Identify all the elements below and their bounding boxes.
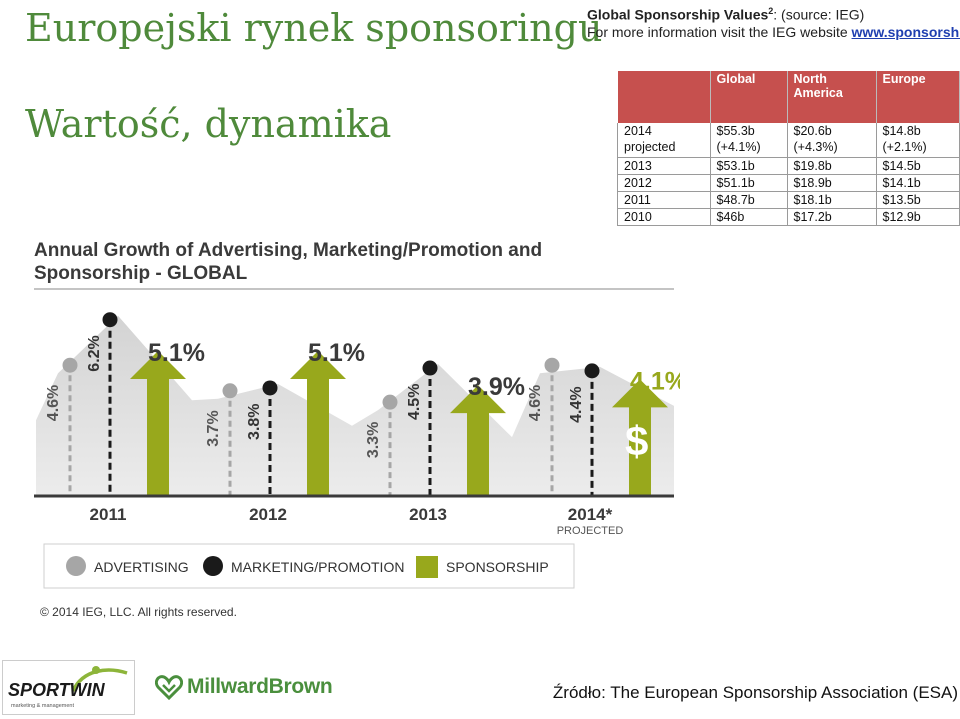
table-cell: $18.9b xyxy=(786,174,877,192)
legend-box xyxy=(43,543,575,589)
chart-svg: Annual Growth of Advertising, Marketing/… xyxy=(34,240,687,619)
table-row: 2014 projected $55.3b (+4.1%) $20.6b (+4.3… xyxy=(617,123,960,158)
table-row: 2012 $51.1b $18.9b $14.1b xyxy=(617,174,960,192)
table-cell: $17.2b xyxy=(786,208,877,226)
table-cell: $18.1b xyxy=(786,191,877,209)
category-sublabel: PROJECTED xyxy=(557,525,624,537)
ieg-table-heading: Global Sponsorship Values2: (source: IEG… xyxy=(587,3,960,43)
ieg-heading-footnote: 2 xyxy=(768,6,774,16)
sportwin-logo: SPORTWIN marketing & management xyxy=(2,660,135,715)
marketing-value-label: 4.5% xyxy=(406,384,423,420)
millwardbrown-heart-icon xyxy=(155,675,183,700)
ieg-website-link[interactable]: www.sponsorship.com xyxy=(851,23,960,40)
advertising-value-label: 3.3% xyxy=(365,422,382,458)
table-cell: $20.6b (+4.3%) xyxy=(786,123,877,158)
sportwin-wordmark: SPORTWIN xyxy=(8,680,106,700)
ieg-heading-text: Global Sponsorship Values xyxy=(587,6,769,23)
advertising-value-label: 4.6% xyxy=(45,385,62,421)
sponsorship-arrow-bar xyxy=(450,385,506,496)
advertising-value-label: 4.6% xyxy=(527,385,544,421)
table-row: 2010 $46b $17.2b $12.9b xyxy=(617,208,960,226)
slide-subtitle: Wartość, dynamika xyxy=(25,102,392,146)
millwardbrown-wordmark: MillwardBrown xyxy=(187,675,333,698)
table-header-cell: North America xyxy=(787,71,877,123)
annual-growth-chart: Annual Growth of Advertising, Marketing/… xyxy=(30,236,687,626)
advertising-point xyxy=(62,357,78,373)
table-header-row: Global North America Europe xyxy=(617,71,960,123)
legend-advertising-label: ADVERTISING xyxy=(94,559,189,575)
advertising-value-label: 3.7% xyxy=(205,410,222,446)
legend-sponsorship-label: SPONSORSHIP xyxy=(446,559,549,575)
chart-title-line-1: Annual Growth of Advertising, Marketing/… xyxy=(34,240,542,261)
table-cell: $51.1b xyxy=(709,174,788,192)
sponsorship-value-label: 4.1% xyxy=(630,367,680,395)
table-cell: $55.3b (+4.1%) xyxy=(709,123,788,158)
sportwin-ball-icon xyxy=(92,666,100,674)
chart-title-line-2: Sponsorship - GLOBAL xyxy=(34,263,248,284)
source-note: Źródło: The European Sponsorship Associa… xyxy=(552,683,958,702)
sponsorship-value-label: 3.9% xyxy=(468,373,525,401)
table-cell: 2013 xyxy=(617,157,711,175)
ieg-info-text: For more information visit the IEG websi… xyxy=(587,23,852,40)
marketing-value-label: 4.4% xyxy=(568,386,585,422)
category-label: 2012 xyxy=(249,505,287,524)
table-cell: $48.7b xyxy=(709,191,788,209)
sponsorship-value-label: 5.1% xyxy=(148,339,205,367)
table-cell: $53.1b xyxy=(709,157,788,175)
category-label: 2014* xyxy=(568,505,613,524)
table-cell: $46b xyxy=(709,208,788,226)
marketing-point xyxy=(584,363,600,379)
table-cell: $12.9b xyxy=(875,208,960,226)
legend-advertising-swatch xyxy=(66,556,86,576)
advertising-point xyxy=(222,383,238,399)
sponsorship-arrow-bar xyxy=(612,379,668,496)
marketing-point xyxy=(422,360,438,376)
sportwin-logo-mark: SPORTWIN marketing & management xyxy=(8,666,128,709)
millwardbrown-logo: MillwardBrown xyxy=(155,674,333,700)
table-cell: $14.8b (+2.1%) xyxy=(875,123,960,158)
legend-marketing-swatch xyxy=(203,556,223,576)
category-label: 2011 xyxy=(90,505,127,524)
legend-sponsorship-swatch xyxy=(416,556,438,578)
table-header-cell: Global xyxy=(710,71,788,123)
table-cell: $14.1b xyxy=(875,174,960,192)
table-cell: $19.8b xyxy=(786,157,877,175)
table-cell: 2011 xyxy=(617,191,711,209)
table-cell: 2010 xyxy=(617,208,711,226)
marketing-value-label: 6.2% xyxy=(86,335,103,371)
table-row: 2013 $53.1b $19.8b $14.5b xyxy=(617,157,960,175)
marketing-point xyxy=(102,312,118,328)
marketing-point xyxy=(262,380,278,396)
dollar-icon: $ xyxy=(625,417,648,464)
table-cell: $13.5b xyxy=(875,191,960,209)
table-cell: 2014 projected xyxy=(617,123,711,158)
advertising-point xyxy=(382,394,398,410)
legend-marketing-label: MARKETING/PROMOTION xyxy=(231,559,404,575)
category-label: 2013 xyxy=(409,505,447,524)
marketing-value-label: 3.8% xyxy=(246,403,263,439)
sponsorship-value-label: 5.1% xyxy=(308,339,365,367)
sponsorship-arrow-bar xyxy=(130,350,186,496)
sponsorship-arrow-bar xyxy=(290,350,346,496)
table-cell: $14.5b xyxy=(875,157,960,175)
chart-copyright: © 2014 IEG, LLC. All rights reserved. xyxy=(40,605,237,619)
chart-background-area xyxy=(36,315,674,496)
sponsorship-values-table: Global North America Europe 2014 project… xyxy=(617,71,960,226)
table-cell: 2012 xyxy=(617,174,711,192)
table-header-cell xyxy=(617,71,711,123)
table-row: 2011 $48.7b $18.1b $13.5b xyxy=(617,191,960,209)
sportwin-tagline: marketing & management xyxy=(11,703,74,709)
advertising-point xyxy=(544,357,560,373)
table-header-cell: Europe xyxy=(876,71,960,123)
slide-title: Europejski rynek sponsoringu xyxy=(25,6,603,50)
ieg-heading-source: : (source: IEG) xyxy=(773,6,865,23)
